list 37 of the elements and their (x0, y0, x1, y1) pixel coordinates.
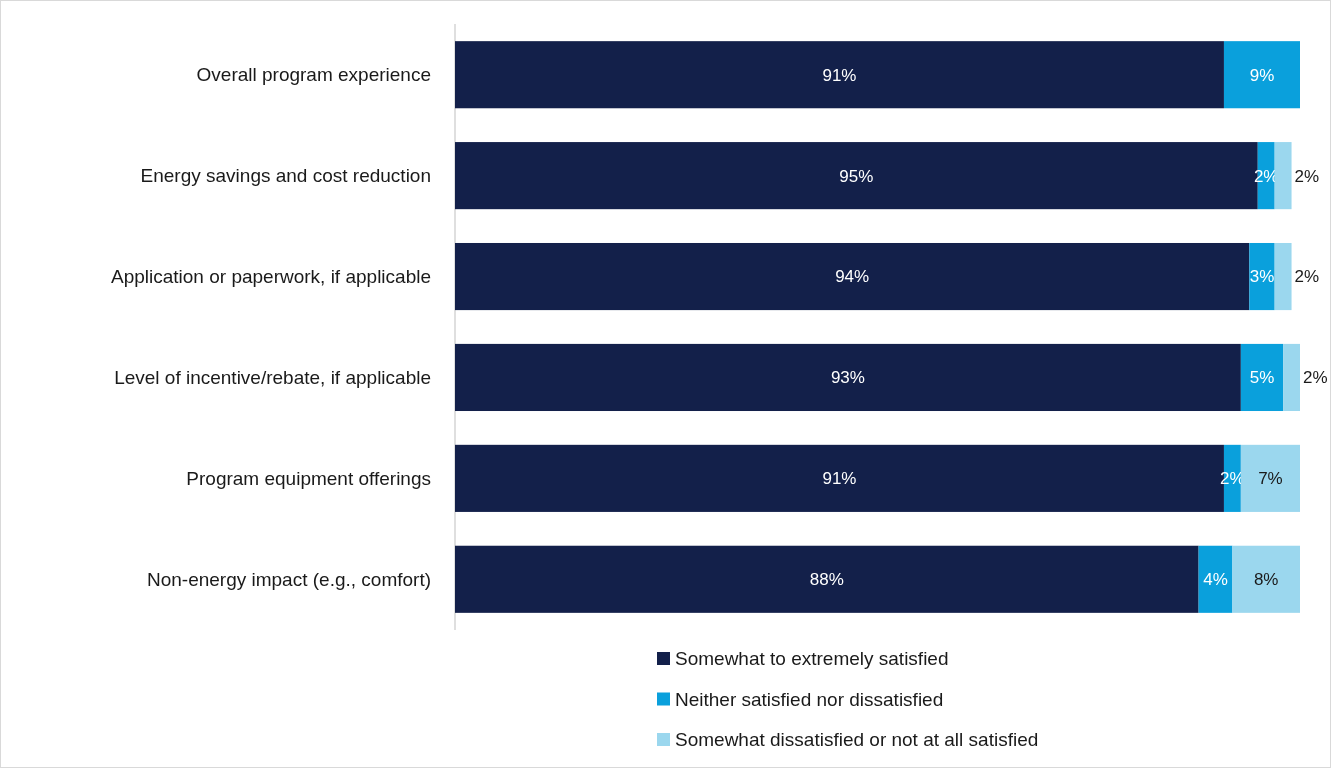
data-label: 4% (1203, 570, 1228, 590)
y-tick-label: Overall program experience (196, 64, 431, 86)
bar (455, 242, 1250, 311)
bar (455, 545, 1199, 613)
data-label: 93% (830, 368, 865, 388)
bar (1240, 343, 1284, 412)
legend-label: Neither satisfied nor dissatisfied (675, 688, 944, 710)
data-label: 9% (1249, 65, 1275, 85)
bar (1198, 545, 1233, 613)
data-label: 88% (809, 570, 844, 590)
bar (1232, 545, 1300, 613)
y-tick-label: Energy savings and cost reduction (140, 165, 431, 187)
data-label: 2% (1303, 368, 1328, 388)
y-tick-label: Program equipment offerings (186, 468, 431, 490)
data-label: 91% (822, 65, 857, 85)
data-label: 91% (822, 469, 857, 489)
bar (455, 41, 1224, 109)
bar (1274, 242, 1292, 311)
data-label: 5% (1249, 368, 1275, 388)
bar (1223, 41, 1300, 109)
bar (1274, 142, 1292, 210)
bar (455, 343, 1241, 412)
bar (1240, 444, 1300, 512)
y-tick-label: Application or paperwork, if applicable (110, 266, 431, 288)
data-label: 94% (835, 267, 870, 287)
data-label: 95% (839, 166, 874, 186)
data-label: 3% (1249, 267, 1275, 287)
data-label: 7% (1258, 469, 1283, 489)
legend-label: Somewhat dissatisfied or not at all satisfied (675, 729, 1039, 751)
y-tick-label: Non-energy impact (e.g., comfort) (146, 568, 431, 590)
data-label: 8% (1253, 570, 1279, 590)
bar (1283, 343, 1300, 412)
y-tick-label: Level of incentive/rebate, if applicable (114, 367, 431, 389)
data-label: 2% (1294, 166, 1320, 186)
legend-label: Somewhat to extremely satisfied (675, 648, 949, 670)
data-label: 2% (1294, 267, 1320, 287)
bar (1249, 242, 1275, 311)
